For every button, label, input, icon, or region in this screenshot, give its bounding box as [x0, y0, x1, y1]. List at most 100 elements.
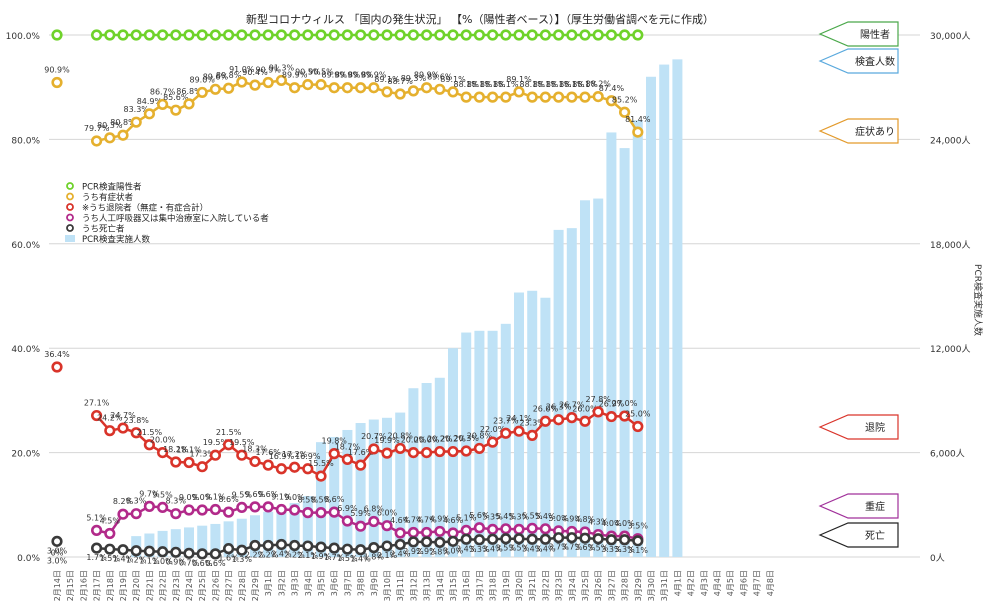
x-tick-label: 3月12日 — [409, 570, 418, 601]
series-point — [500, 29, 512, 41]
x-tick-label: 2月17日 — [93, 570, 102, 601]
legend-label: うち人工呼吸器又は集中治療室に入院している者 — [82, 213, 269, 224]
series-point — [592, 29, 604, 41]
data-label: 5.3% — [509, 512, 530, 521]
callout-label: 検査人数 — [855, 55, 895, 68]
series-point — [104, 132, 116, 144]
data-label: 2.2% — [284, 551, 305, 560]
data-label: 2.4% — [390, 549, 411, 558]
data-label: 85.6% — [163, 93, 189, 102]
series-point — [605, 29, 618, 41]
series-point — [394, 442, 406, 455]
x-tick-label: 3月30日 — [647, 570, 656, 601]
series-point — [104, 29, 116, 41]
series-point — [473, 522, 486, 534]
bar-pcr-tested — [553, 229, 564, 557]
data-label: 88.1% — [467, 80, 493, 89]
x-tick-label: 4月4日 — [713, 570, 722, 596]
x-tick-label: 2月16日 — [79, 570, 88, 601]
data-label: 20.2% — [427, 435, 453, 444]
data-label: 89.6% — [427, 72, 453, 81]
data-label: 20.8% — [467, 431, 493, 440]
series-point — [407, 526, 420, 539]
data-label: 87.4% — [599, 84, 625, 93]
data-label: 81.4% — [625, 115, 651, 124]
data-label: 5.3% — [482, 512, 503, 521]
bar-pcr-tested — [263, 511, 274, 557]
data-label: 23.8% — [123, 416, 149, 425]
series-point — [368, 443, 380, 455]
series-point — [421, 82, 433, 94]
data-label: 89.9% — [348, 71, 374, 80]
series-point — [209, 83, 221, 95]
series-point — [130, 29, 142, 41]
y-left-tick-label: 100.0% — [6, 32, 41, 42]
series-point — [552, 414, 565, 426]
data-label: 19.9% — [374, 436, 400, 445]
data-label: 9.5% — [232, 490, 253, 499]
series-point — [632, 126, 644, 138]
series-point — [381, 29, 393, 41]
series-point — [394, 527, 406, 539]
series-point — [223, 82, 235, 94]
series-point — [90, 135, 103, 147]
series-point — [104, 527, 116, 540]
series-point — [434, 29, 446, 41]
data-label: 24.1% — [506, 414, 532, 423]
series-point — [513, 86, 525, 98]
legend-label: うち死亡者 — [82, 224, 125, 235]
series-point — [143, 500, 155, 512]
x-tick-label: 2月14日 — [53, 570, 62, 601]
series-point — [526, 429, 538, 441]
x-tick-label: 3月27日 — [607, 570, 616, 601]
series-point — [526, 533, 538, 545]
series-point — [460, 29, 472, 41]
data-label: 2.4% — [271, 549, 292, 558]
bar-pcr-tested — [540, 297, 551, 557]
data-label: 19.5% — [203, 438, 229, 447]
series-point — [579, 91, 591, 103]
data-label: 4.0% — [601, 519, 622, 528]
series-point — [618, 534, 631, 546]
series-point — [513, 29, 525, 41]
data-label: 19.5% — [229, 438, 255, 447]
bar-pcr-tested — [593, 198, 604, 557]
bar-pcr-tested — [382, 417, 392, 557]
bar-pcr-tested — [302, 496, 313, 557]
series-point — [183, 29, 195, 41]
series-point — [262, 76, 274, 89]
bar-pcr-tested — [527, 290, 538, 557]
series-point — [249, 501, 261, 513]
series-point — [592, 90, 604, 103]
series-point — [302, 540, 314, 552]
callout-box — [818, 21, 899, 47]
series-point — [262, 459, 274, 471]
data-label: 16.9% — [295, 452, 321, 461]
series-point — [605, 95, 618, 107]
series-point — [421, 447, 433, 459]
legend-label: ※うち退院者（無症・有症合計） — [82, 203, 208, 214]
series-point — [328, 29, 340, 41]
series-point — [460, 533, 472, 545]
series-point — [513, 533, 525, 545]
series-point — [157, 98, 169, 111]
legend-marker — [66, 182, 74, 190]
series-point — [460, 524, 472, 536]
series-point — [289, 29, 301, 41]
series-point — [328, 448, 340, 460]
series-point — [407, 536, 420, 548]
data-label: 8.3% — [166, 497, 187, 506]
series-point — [157, 447, 169, 459]
x-tick-label: 2月25日 — [198, 570, 207, 601]
data-label: 5.5% — [522, 511, 543, 520]
data-label: 85.2% — [612, 95, 638, 104]
series-point — [552, 91, 565, 103]
data-label: 3.1% — [628, 546, 649, 555]
x-tick-label: 4月8日 — [766, 570, 775, 596]
series-point — [341, 29, 354, 41]
data-label: 1.5% — [100, 554, 121, 563]
data-label: 4.9% — [562, 514, 583, 523]
callout-label: 陽性者 — [860, 28, 890, 41]
series-point — [552, 29, 565, 41]
series-point — [328, 82, 340, 94]
